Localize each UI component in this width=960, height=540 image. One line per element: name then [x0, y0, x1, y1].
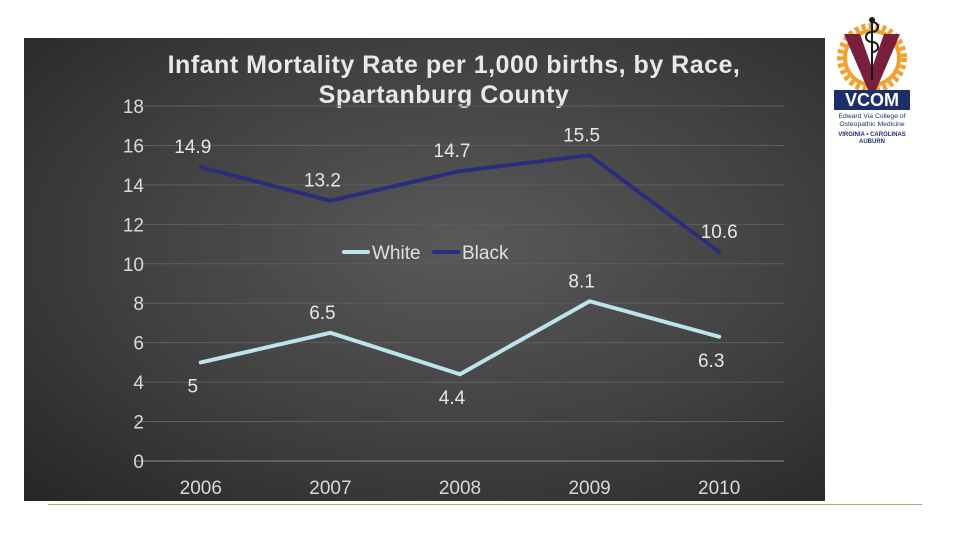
y-tick-label: 14 — [123, 176, 145, 197]
data-label-white: 4.4 — [439, 388, 466, 409]
y-tick-label: 12 — [123, 215, 144, 236]
y-tick-label: 8 — [133, 294, 144, 315]
legend-label-black: Black — [462, 243, 509, 264]
x-tick-label: 2006 — [180, 478, 222, 499]
vcom-logo: VCOM Edward Via College of Osteopathic M… — [834, 17, 910, 145]
x-tick-label: 2008 — [439, 478, 481, 499]
series-line-black — [198, 153, 722, 254]
data-label-white: 6.3 — [698, 351, 724, 372]
y-tick-label: 18 — [123, 97, 144, 118]
x-axis-ticks: 2006 2007 2008 2009 2010 — [180, 478, 741, 499]
y-axis-ticks: 0 2 4 6 8 10 12 14 16 18 — [123, 97, 145, 473]
chart-panel: Infant Mortality Rate per 1,000 births, … — [24, 38, 825, 501]
y-tick-label: 6 — [133, 334, 144, 355]
data-label-black: 10.6 — [701, 222, 738, 243]
chart-title-line-1: Infant Mortality Rate per 1,000 births, … — [168, 51, 741, 79]
y-tick-label: 0 — [133, 452, 144, 473]
gridlines — [136, 105, 784, 462]
x-tick-label: 2010 — [698, 478, 740, 499]
logo-text-line3: VIRGINIA • CAROLINAS — [838, 132, 906, 138]
data-label-white: 8.1 — [568, 271, 594, 292]
logo-wordmark: VCOM — [845, 90, 899, 110]
legend: White Black — [342, 243, 509, 264]
x-tick-label: 2009 — [568, 478, 610, 499]
data-label-white: 6.5 — [309, 303, 335, 324]
y-tick-label: 4 — [133, 373, 144, 394]
data-label-black: 13.2 — [304, 171, 341, 192]
caduceus-icon — [865, 17, 879, 80]
line-chart: Infant Mortality Rate per 1,000 births, … — [123, 51, 784, 499]
legend-label-white: White — [372, 243, 421, 264]
chart-title-line-2: Spartanburg County — [319, 81, 570, 109]
v-emblem-icon — [844, 34, 900, 90]
y-tick-label: 2 — [133, 413, 144, 434]
data-label-black: 14.9 — [174, 137, 211, 158]
series-lines — [198, 153, 722, 377]
footer-rule — [48, 504, 922, 505]
y-tick-label: 10 — [123, 255, 144, 276]
series-line-white — [198, 299, 722, 377]
x-tick-label: 2007 — [309, 478, 351, 499]
data-label-black: 14.7 — [434, 141, 471, 162]
logo-text-line1: Edward Via College of — [838, 113, 905, 120]
data-labels: 5 6.5 4.4 8.1 6.3 14.9 13.2 14.7 15.5 10.6 — [174, 125, 737, 409]
chart-title: Infant Mortality Rate per 1,000 births, … — [168, 51, 741, 109]
y-tick-label: 16 — [123, 136, 144, 157]
logo-text-line4: AUBURN — [859, 139, 885, 145]
data-label-black: 15.5 — [563, 125, 600, 146]
logo-text-line2: Osteopathic Medicine — [839, 121, 905, 128]
data-label-white: 5 — [188, 376, 199, 397]
